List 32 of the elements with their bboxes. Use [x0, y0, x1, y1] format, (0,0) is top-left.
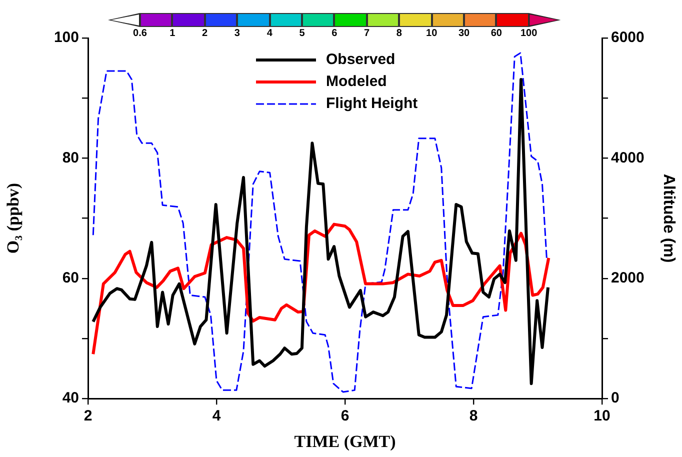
- legend-label: Flight Height: [326, 95, 418, 112]
- y-tick-label: 40: [62, 390, 79, 407]
- annotation: 100: [520, 28, 538, 39]
- annotation: 7: [364, 28, 370, 39]
- x-tick-label: 8: [469, 408, 478, 425]
- y2-axis-title: Altitude (m): [660, 174, 677, 263]
- y-tick-label: 100: [54, 29, 79, 46]
- annotation: 4: [266, 28, 272, 39]
- x-axis-title: TIME (GMT): [294, 432, 396, 452]
- annotation: 1: [170, 28, 176, 39]
- annotation: 10: [426, 28, 438, 39]
- annotation: 8: [396, 28, 402, 39]
- y-tick-label: 80: [62, 149, 79, 166]
- annotation: 3: [234, 28, 240, 39]
- annotation: 6: [332, 28, 338, 39]
- y2-tick-label: 6000: [611, 29, 644, 46]
- annotation: 30: [458, 28, 470, 39]
- legend-label: Modeled: [326, 73, 387, 90]
- x-tick-label: 2: [84, 408, 92, 425]
- y2-tick-label: 4000: [611, 149, 644, 166]
- y2-tick-label: 2000: [611, 270, 644, 287]
- annotation: 60: [490, 28, 502, 39]
- x-tick-label: 6: [340, 408, 350, 425]
- annotation: 5: [299, 28, 305, 39]
- legend-label: Observed: [326, 51, 396, 68]
- annotation: 0.6: [133, 28, 147, 39]
- x-tick-label: 4: [212, 408, 222, 425]
- x-tick-label: 10: [594, 408, 610, 425]
- y-axis-title: O₃ (ppbv): [4, 182, 23, 254]
- y-tick-label: 60: [62, 270, 79, 287]
- annotation: 2: [202, 28, 208, 39]
- y2-tick-label: 0: [611, 390, 620, 407]
